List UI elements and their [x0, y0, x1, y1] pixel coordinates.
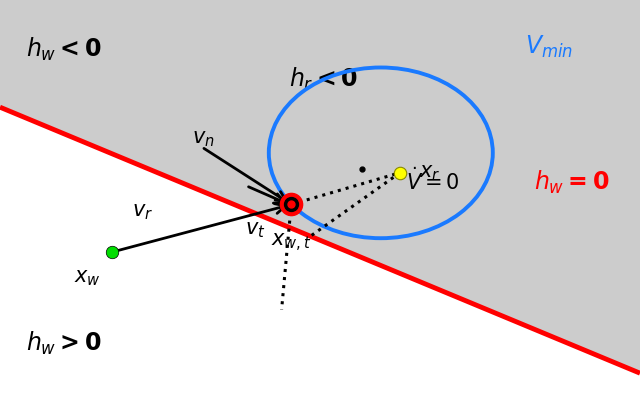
- Text: $\boldsymbol{x_{w,t}}$: $\boldsymbol{x_{w,t}}$: [271, 232, 312, 254]
- Text: $\dot{V}=0$: $\dot{V}=0$: [406, 167, 460, 194]
- Polygon shape: [0, 0, 640, 373]
- Text: $\boldsymbol{v_r}$: $\boldsymbol{v_r}$: [132, 202, 154, 222]
- Text: $\boldsymbol{h_w>0}$: $\boldsymbol{h_w>0}$: [26, 330, 101, 357]
- Text: $\boldsymbol{v_n}$: $\boldsymbol{v_n}$: [192, 129, 214, 149]
- Text: $\boldsymbol{h_w=0}$: $\boldsymbol{h_w=0}$: [534, 169, 610, 196]
- Text: $\boldsymbol{h_w<0}$: $\boldsymbol{h_w<0}$: [26, 36, 101, 63]
- Text: $\boldsymbol{x_w}$: $\boldsymbol{x_w}$: [74, 268, 100, 288]
- Text: $\boldsymbol{x_r}$: $\boldsymbol{x_r}$: [419, 163, 441, 183]
- Text: $V_{min}$: $V_{min}$: [525, 34, 573, 60]
- Text: $\boldsymbol{v_t}$: $\boldsymbol{v_t}$: [245, 220, 266, 240]
- Text: $\boldsymbol{h_r<0}$: $\boldsymbol{h_r<0}$: [289, 66, 358, 93]
- Polygon shape: [0, 107, 640, 397]
